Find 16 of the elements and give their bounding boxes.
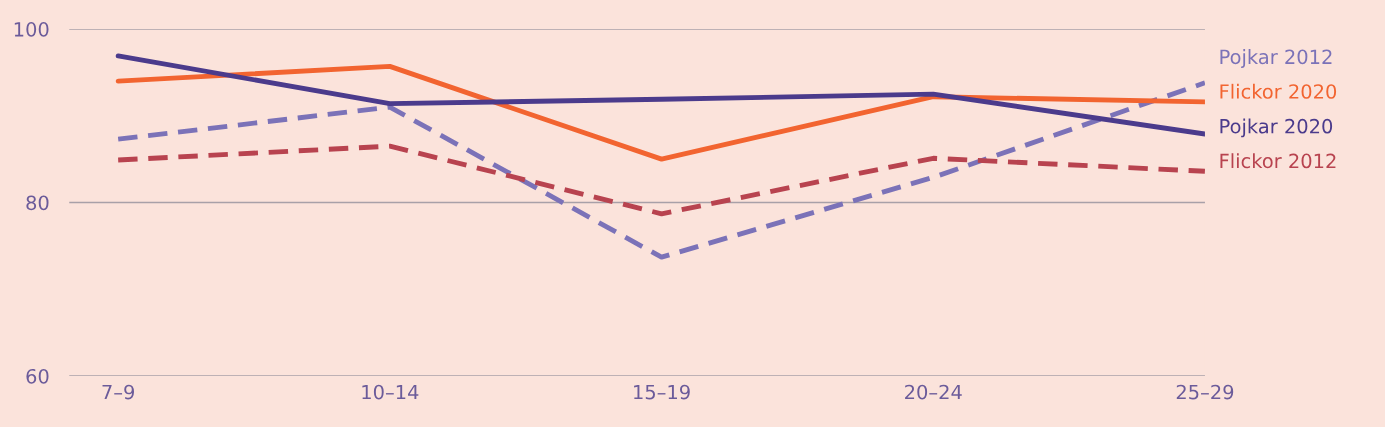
line-series <box>115 143 1205 217</box>
x-tick-label: 25–29 <box>1176 384 1234 400</box>
series-label: Flickor 2020 <box>1220 83 1337 99</box>
line-series <box>115 53 1205 137</box>
line-series <box>115 80 1205 260</box>
x-tick-label: 20–24 <box>905 384 962 400</box>
series-label: Flickor 2012 <box>1220 153 1336 169</box>
line-series <box>115 63 1205 162</box>
series-label: Pojkar 2012 <box>1220 49 1332 68</box>
y-tick-label: 60 <box>26 368 49 384</box>
x-tick-label: 10–14 <box>362 384 419 400</box>
y-tick-label: 100 <box>14 21 49 37</box>
x-tick-label: 7–9 <box>102 384 135 400</box>
y-tick-label: 80 <box>26 195 49 211</box>
series-label: Pojkar 2020 <box>1220 118 1333 138</box>
x-tick-label: 15–19 <box>634 384 690 400</box>
